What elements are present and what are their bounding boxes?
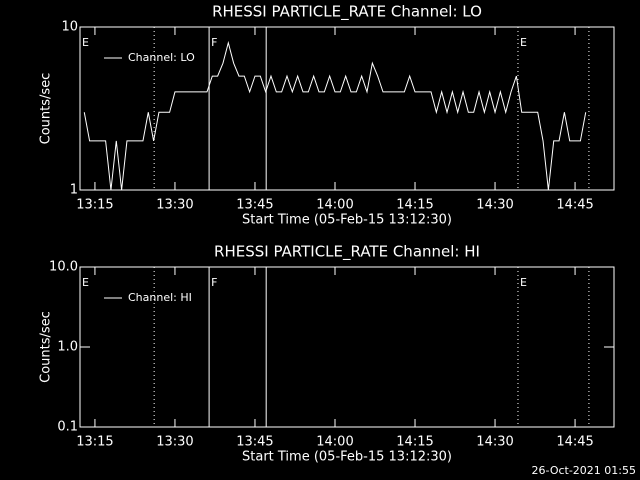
- y-tick-label: 1: [70, 183, 78, 198]
- x-axis-label: Start Time (05-Feb-15 13:12:30): [242, 213, 452, 228]
- chart-title: RHESSI PARTICLE_RATE Channel: HI: [214, 243, 480, 262]
- timestamp: 26-Oct-2021 01:55: [532, 464, 636, 477]
- legend-label: Channel: LO: [128, 51, 195, 64]
- data-line: [83, 40, 587, 191]
- y-tick-label: 10: [61, 20, 78, 35]
- annotation: E: [520, 36, 527, 49]
- y-tick-label: 1.0: [57, 340, 78, 355]
- annotation: E: [82, 276, 89, 289]
- annotation: F: [211, 276, 217, 289]
- x-tick-label: 13:15: [76, 435, 113, 450]
- x-tick-label: 14:00: [316, 435, 353, 450]
- plot-frame: [79, 26, 615, 191]
- x-tick-label: 14:30: [476, 435, 513, 450]
- x-tick-label: 14:15: [396, 435, 433, 450]
- x-tick-label: 13:30: [156, 198, 193, 213]
- legend-label: Channel: HI: [128, 291, 192, 304]
- chart-title: RHESSI PARTICLE_RATE Channel: LO: [212, 3, 482, 22]
- x-axis-label: Start Time (05-Feb-15 13:12:30): [242, 450, 452, 465]
- x-tick-label: 13:15: [76, 198, 113, 213]
- x-tick-label: 14:00: [316, 198, 353, 213]
- annotation: E: [82, 36, 89, 49]
- x-tick-label: 14:45: [556, 198, 593, 213]
- x-tick-label: 13:45: [236, 435, 273, 450]
- y-axis-label: Counts/sec: [39, 311, 54, 383]
- x-tick-label: 14:30: [476, 198, 513, 213]
- x-tick-label: 14:15: [396, 198, 433, 213]
- annotation: E: [520, 276, 527, 289]
- x-tick-label: 13:45: [236, 198, 273, 213]
- annotation: F: [211, 36, 217, 49]
- y-tick-label: 10.0: [49, 260, 78, 275]
- y-axis-label: Counts/sec: [39, 73, 54, 145]
- y-tick-label: 0.1: [57, 420, 78, 435]
- x-tick-label: 13:30: [156, 435, 193, 450]
- x-tick-label: 14:45: [556, 435, 593, 450]
